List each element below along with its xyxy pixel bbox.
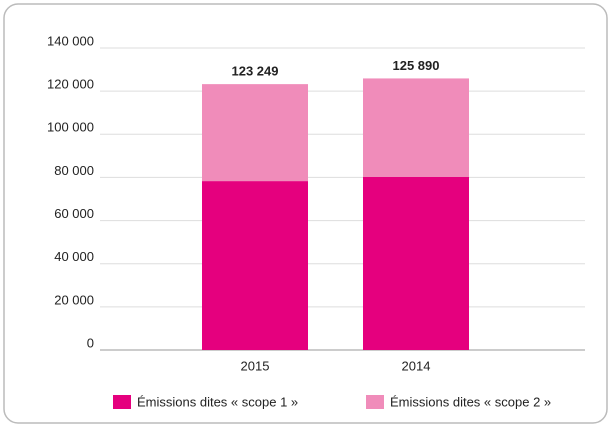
legend-label: Émissions dites « scope 2 » (390, 394, 551, 409)
y-tick-label: 20 000 (54, 292, 94, 307)
legend-swatch (366, 395, 384, 409)
legend-swatch (113, 395, 131, 409)
y-tick-label: 0 (87, 335, 94, 350)
bar-segment (363, 78, 469, 177)
legend-label: Émissions dites « scope 1 » (137, 394, 298, 409)
total-label: 125 890 (393, 58, 440, 73)
bar-segment (363, 176, 469, 350)
y-tick-label: 120 000 (47, 77, 94, 92)
y-tick-label: 60 000 (54, 206, 94, 221)
y-tick-label: 100 000 (47, 120, 94, 135)
y-tick-label: 80 000 (54, 163, 94, 178)
y-tick-label: 140 000 (47, 33, 94, 48)
bar-segment (202, 84, 308, 182)
y-tick-label: 40 000 (54, 249, 94, 264)
total-label: 123 249 (232, 64, 279, 79)
x-tick-label: 2014 (402, 358, 431, 373)
x-tick-label: 2015 (241, 358, 270, 373)
bar-segment (202, 181, 308, 350)
